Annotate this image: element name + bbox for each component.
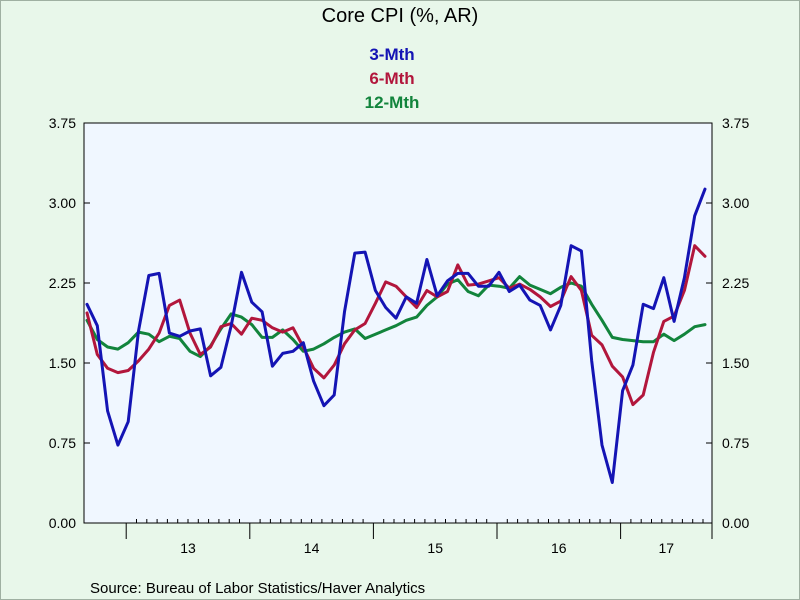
ytick-label-left: 3.00 (49, 195, 76, 211)
xtick-label: 15 (427, 540, 443, 556)
ytick-label-right: 2.25 (722, 275, 749, 291)
xtick-label: 13 (180, 540, 196, 556)
xtick-label: 16 (551, 540, 567, 556)
x-axis: 13 14 15 16 17 (125, 519, 713, 556)
chart-title: Core CPI (%, AR) (322, 5, 479, 27)
ytick-label-left: 1.50 (49, 355, 76, 371)
ytick-label-right: 0.00 (722, 515, 749, 531)
legend-12mth: 12-Mth (365, 93, 420, 112)
xtick-label: 17 (659, 540, 675, 556)
series-line-6-mth (85, 244, 707, 407)
legend-6mth: 6-Mth (369, 69, 414, 88)
xtick-label: 14 (304, 540, 320, 556)
ytick-label-right: 0.75 (722, 435, 749, 451)
ytick-label-left: 2.25 (49, 275, 76, 291)
ytick-label-right: 3.00 (722, 195, 749, 211)
ytick-label-right: 1.50 (722, 355, 749, 371)
y-axes: 0.00 0.00 0.75 0.75 1.50 1.50 2.25 2.25 3.00 3.00… (49, 115, 750, 531)
plot-area (83, 122, 713, 524)
ytick-label-left: 0.00 (49, 515, 76, 531)
series-lines (85, 187, 707, 484)
series-line-3-mth (85, 187, 707, 484)
ytick-label-left: 0.75 (49, 435, 76, 451)
source-note: Source: Bureau of Labor Statistics/Haver… (90, 580, 425, 597)
series-line-12-mth (85, 275, 707, 359)
legend-3mth: 3-Mth (369, 45, 414, 64)
ytick-label-left: 3.75 (49, 115, 76, 131)
ytick-label-right: 3.75 (722, 115, 749, 131)
